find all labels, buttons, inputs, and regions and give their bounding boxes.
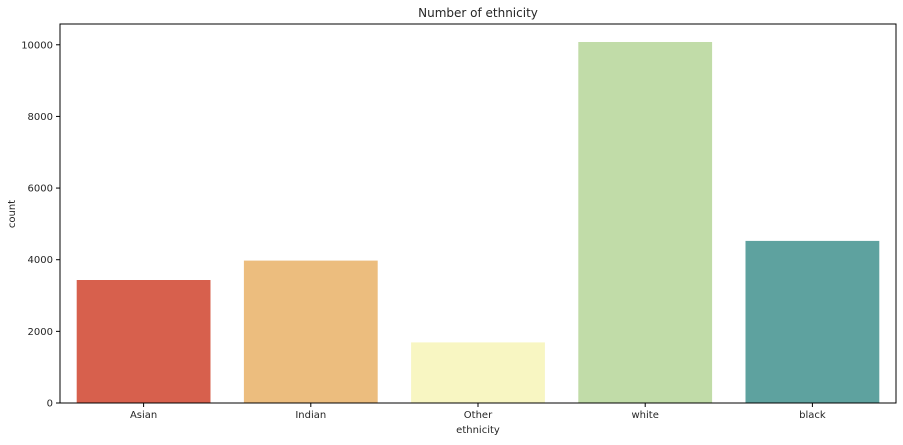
- x-tick-label-asian: Asian: [130, 410, 157, 421]
- y-tick-label-10000: 10000: [21, 40, 53, 51]
- x-tick-label-black: black: [799, 410, 826, 421]
- bar-other: [411, 342, 545, 403]
- x-tick-label-white: white: [632, 410, 659, 421]
- y-axis-label: count: [7, 200, 18, 228]
- plot-frame: [59, 23, 897, 404]
- y-tick-label-4000: 4000: [28, 255, 53, 266]
- x-tick-label-indian: Indian: [295, 410, 326, 421]
- bar-indian: [243, 260, 378, 403]
- y-tick-label-8000: 8000: [28, 112, 53, 123]
- y-tick-label-6000: 6000: [28, 184, 53, 195]
- x-axis-ticks: Asian Indian Other white black: [130, 403, 826, 421]
- chart-title: Number of ethnicity: [418, 6, 538, 20]
- y-tick-label-0: 0: [47, 399, 53, 410]
- x-tick-label-other: Other: [464, 410, 493, 421]
- bars-group: [76, 42, 880, 403]
- bar-white: [578, 42, 713, 403]
- bar-asian: [76, 280, 211, 403]
- bar-black: [745, 240, 880, 403]
- y-tick-label-2000: 2000: [28, 327, 53, 338]
- y-axis-ticks: 0 2000 4000 6000 8000 10000: [21, 40, 60, 410]
- x-axis-label: ethnicity: [456, 425, 500, 436]
